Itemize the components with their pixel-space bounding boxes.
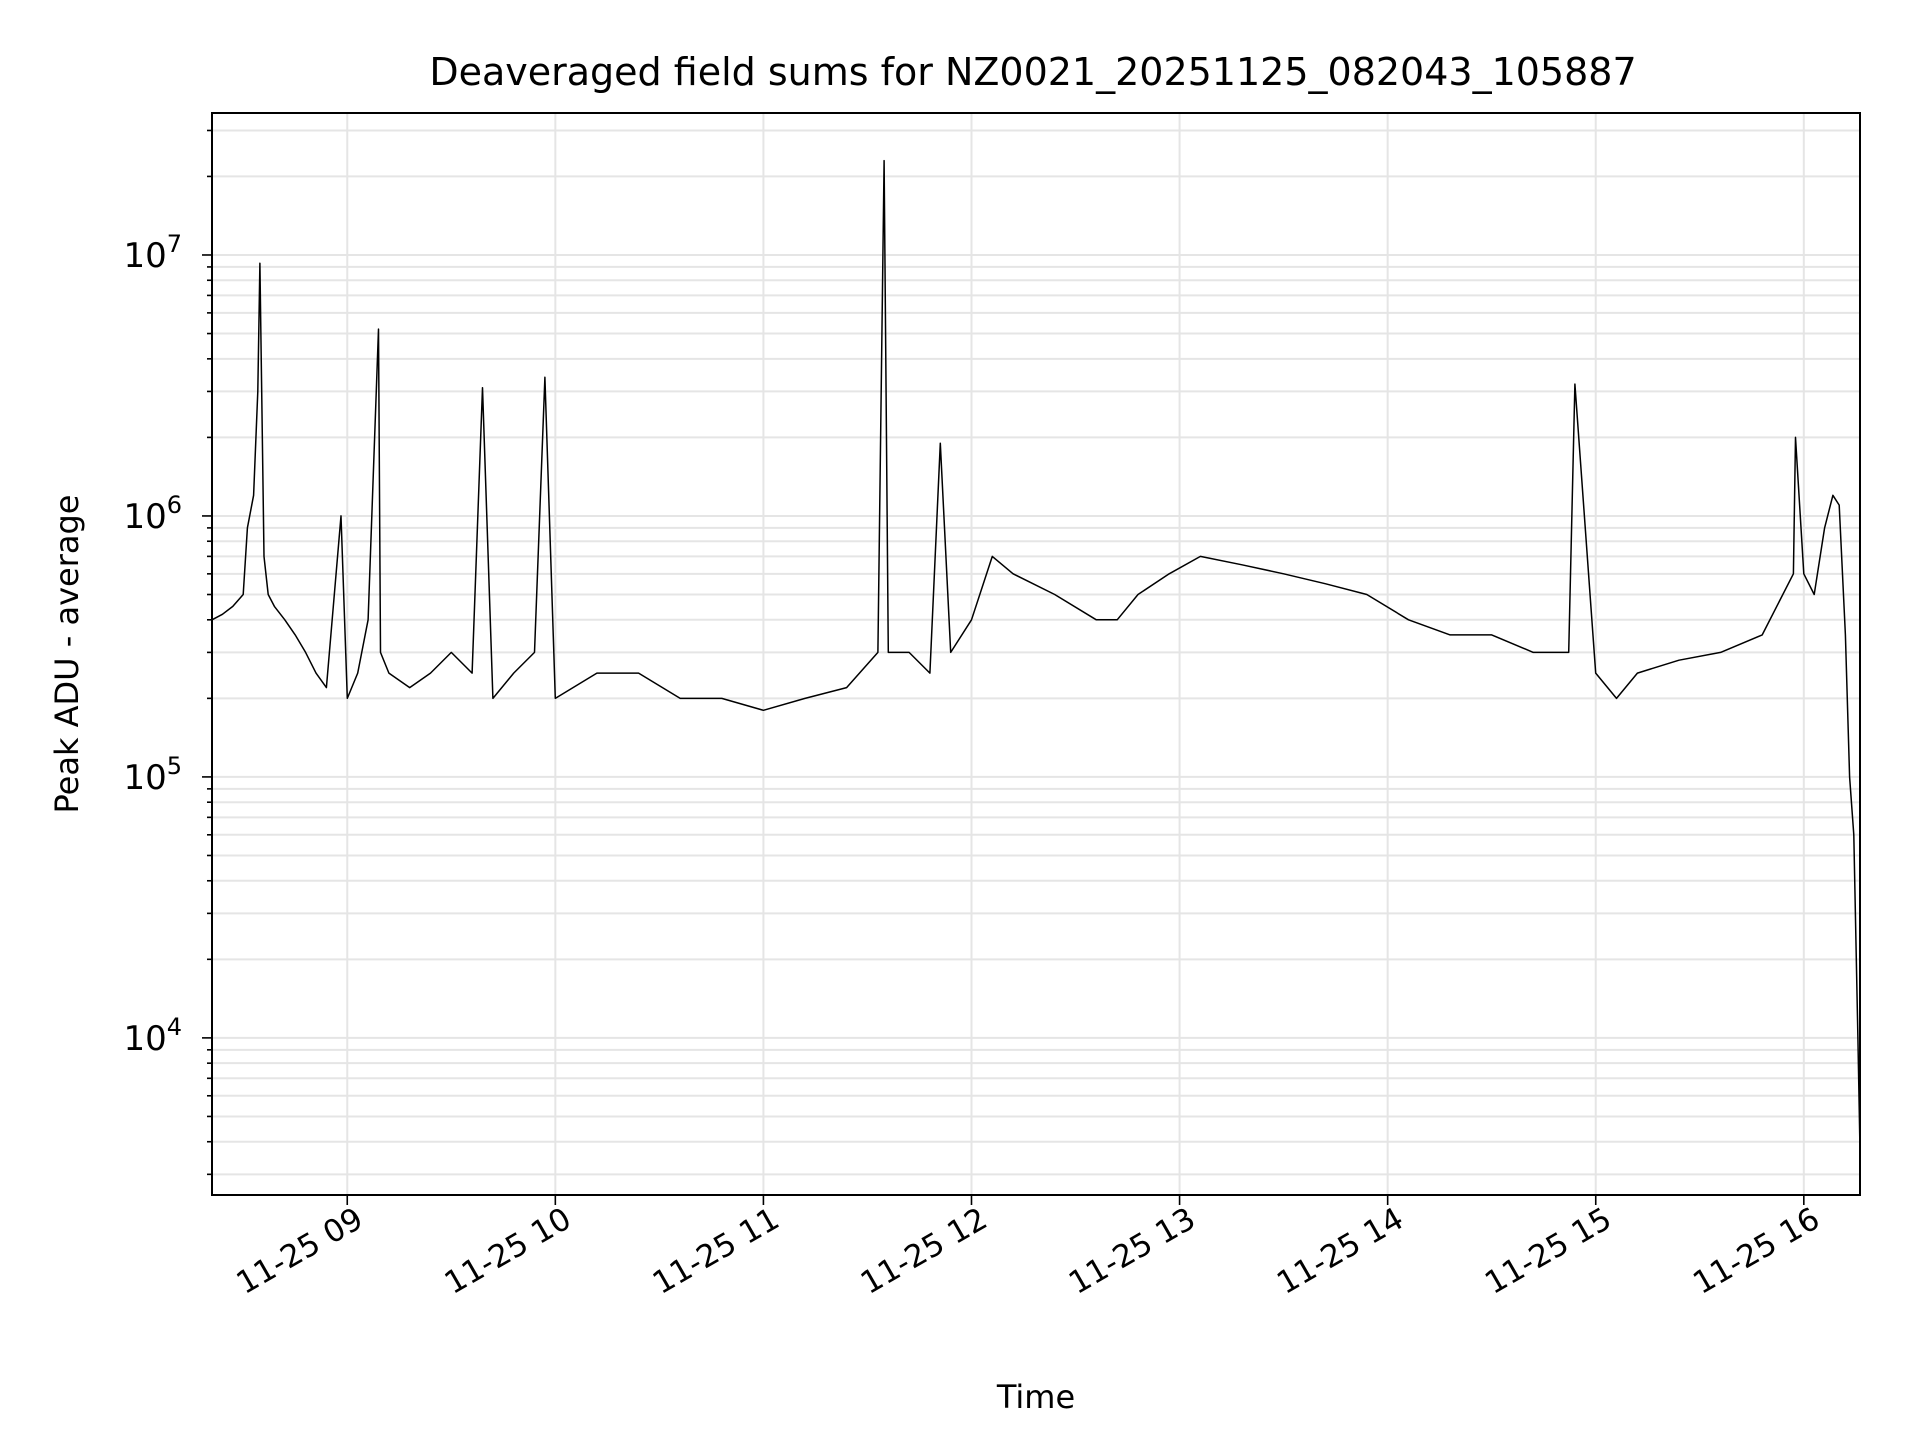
chart-title: Deaveraged field sums for NZ0021_2025112… — [429, 50, 1636, 94]
y-tick-label: 104 — [123, 1013, 182, 1059]
grid-lines — [212, 113, 1860, 1195]
x-axis-label: Time — [996, 1378, 1075, 1416]
y-axis-ticks: 104 105 106 107 — [123, 129, 212, 1176]
series-layer — [211, 159, 1861, 1151]
series-line — [211, 159, 1861, 1151]
y-tick-label: 106 — [123, 491, 182, 537]
y-tick-label: 107 — [123, 230, 182, 276]
y-axis-label: Peak ADU - average — [48, 495, 86, 814]
y-tick-label: 105 — [123, 752, 182, 798]
plot-frame — [211, 112, 1861, 1196]
